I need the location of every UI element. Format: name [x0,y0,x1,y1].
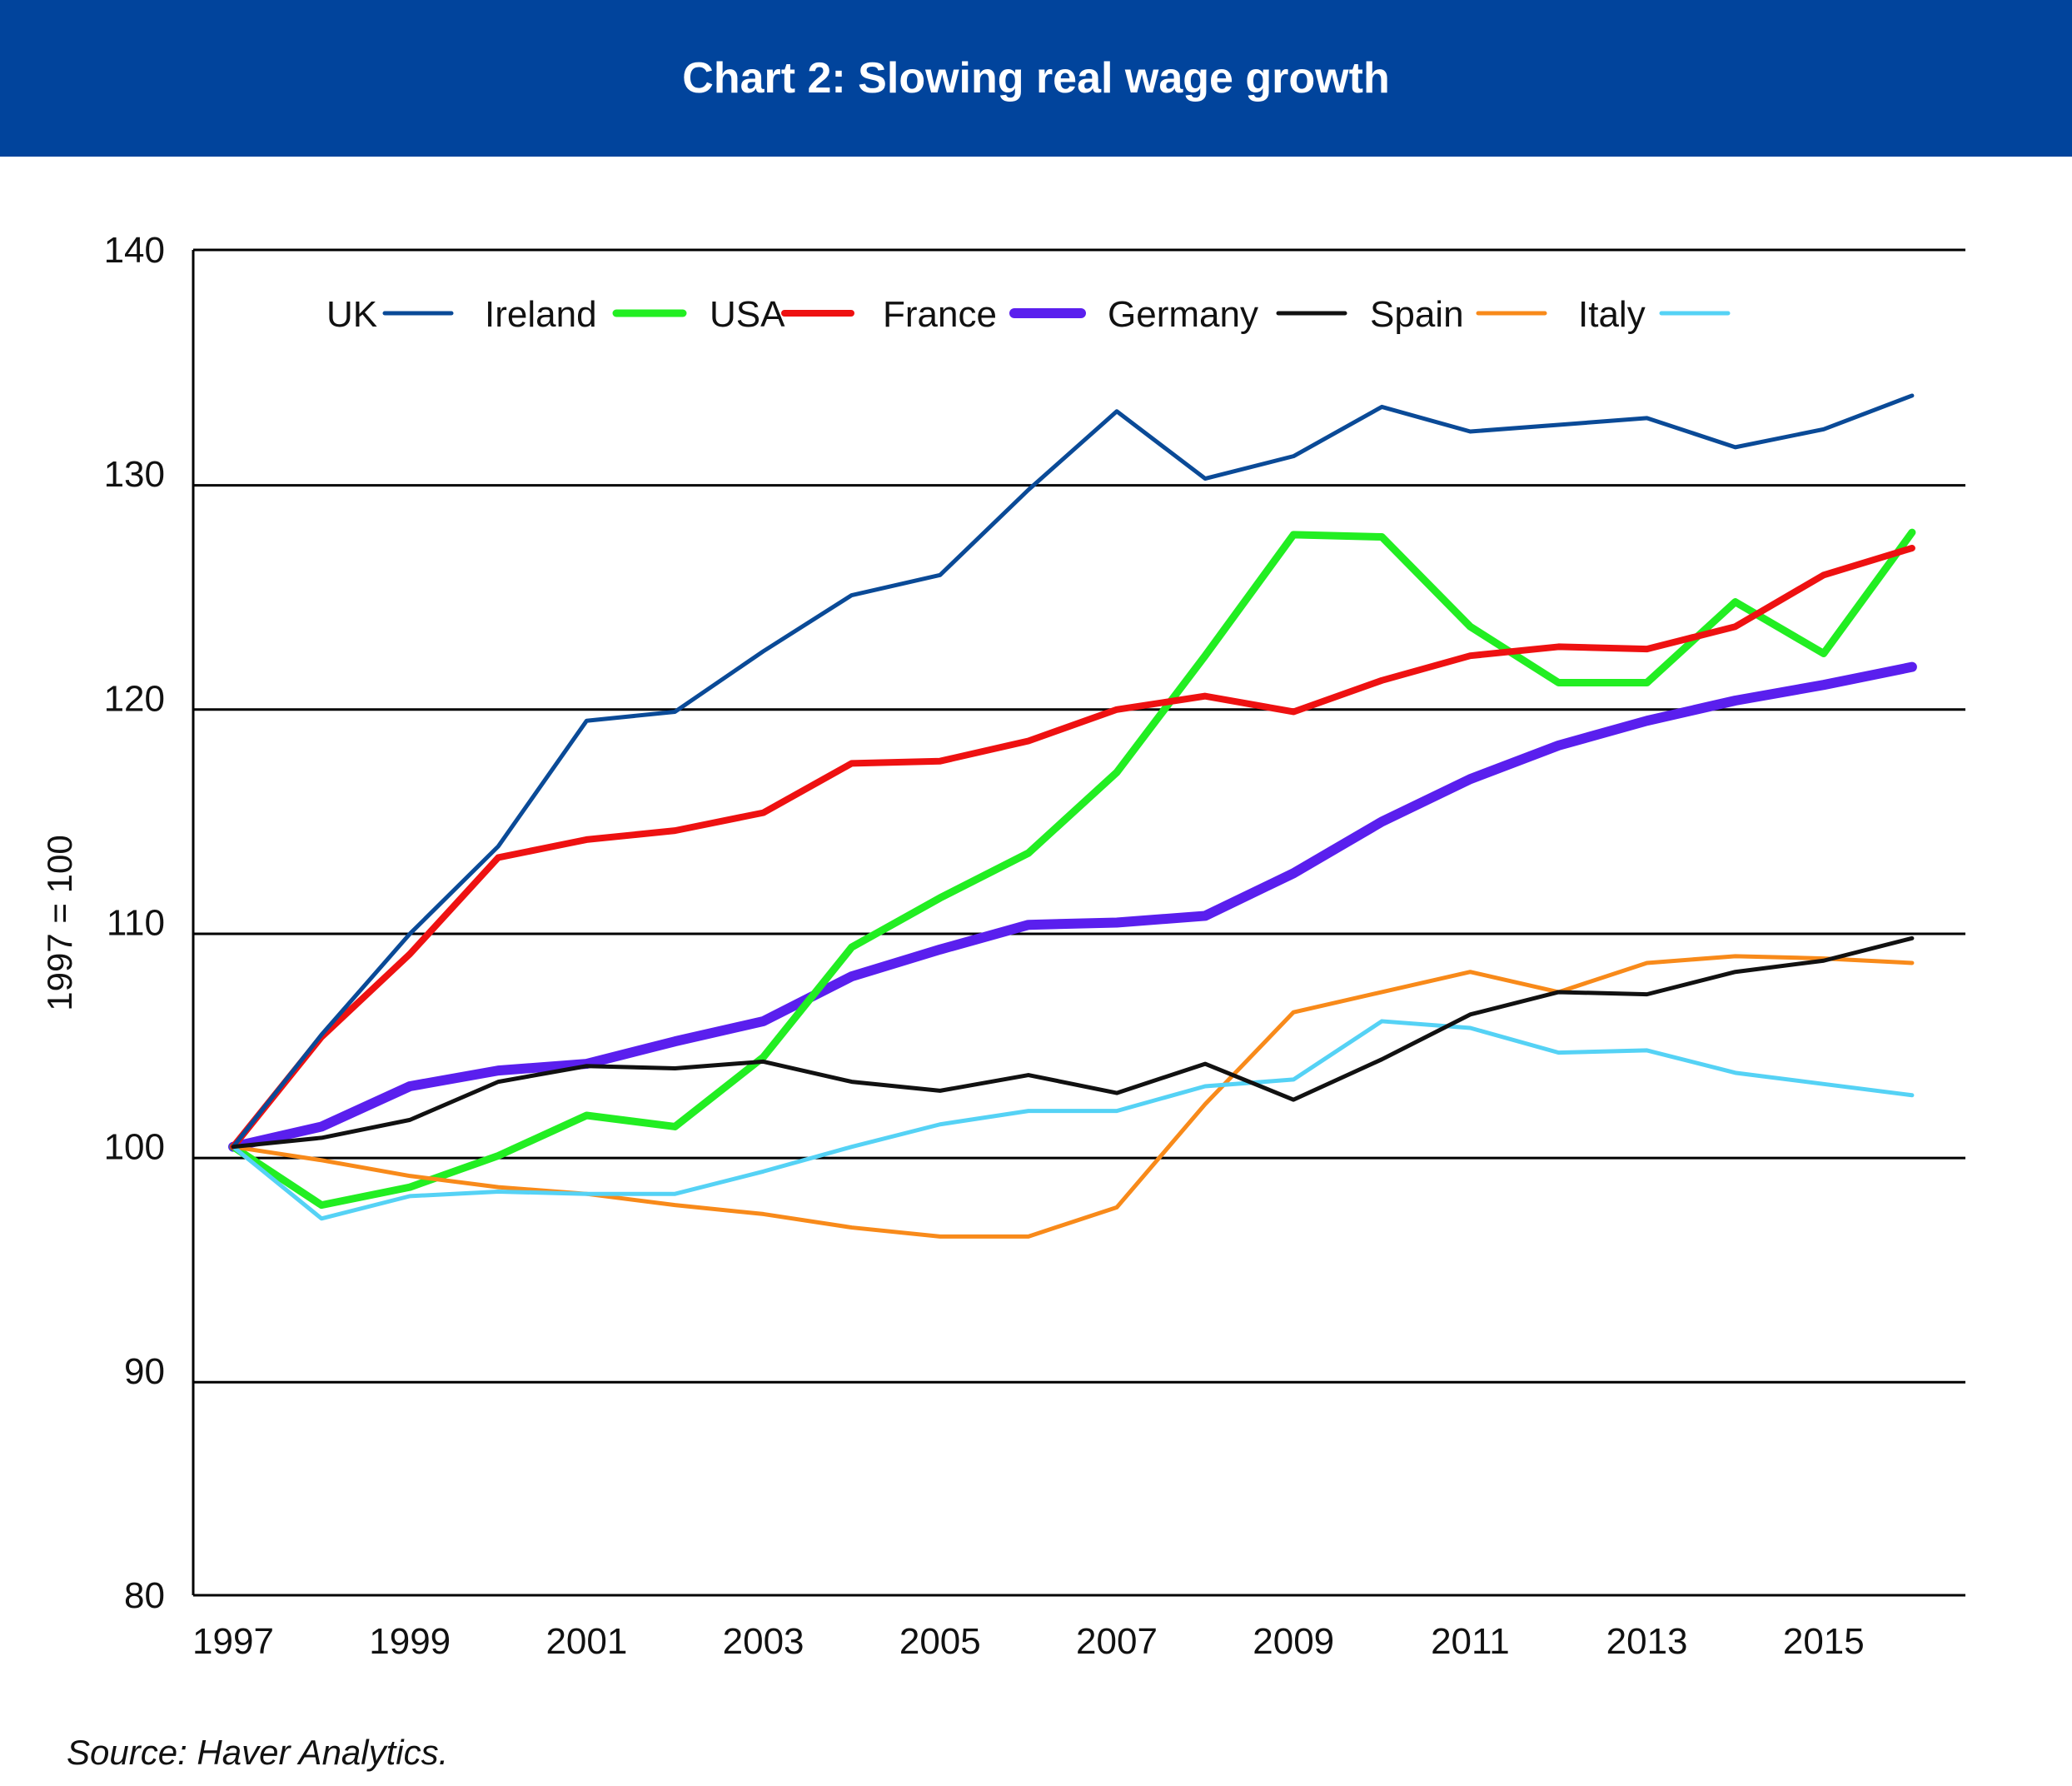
x-tick-label: 1997 [192,1621,274,1662]
x-tick-label: 2007 [1076,1621,1158,1662]
y-tick-label: 100 [104,1127,165,1168]
legend-label-italy: Italy [1578,294,1646,335]
y-tick-label: 90 [124,1351,165,1392]
series-line-germany [231,935,1915,1150]
series-line-italy [231,1019,1915,1221]
legend-label-germany: Germany [1108,294,1258,335]
x-tick-label: 2005 [899,1621,981,1662]
y-tick-label: 120 [104,678,165,719]
x-tick-label: 2015 [1783,1621,1865,1662]
y-tick-label: 80 [124,1575,165,1616]
y-tick-label: 130 [104,454,165,495]
legend-label-uk: UK [326,294,377,335]
legend-label-ireland: Ireland [485,294,597,335]
legend-label-usa: USA [710,294,785,335]
y-axis-label: 1997 = 100 [40,835,79,1011]
series-line-uk [231,393,1915,1150]
y-tick-label: 140 [104,230,165,271]
x-tick-label: 2001 [545,1621,627,1662]
chart-title: Chart 2: Slowing real wage growth [682,54,1390,102]
series-line-ireland [229,528,1916,1210]
legend-label-spain: Spain [1370,294,1464,335]
source-note: Source: Haver Analytics. [67,1733,449,1772]
series-line-usa [230,544,1915,1150]
x-tick-label: 1999 [369,1621,451,1662]
x-tick-label: 2011 [1431,1621,1510,1662]
series-line-spain [231,954,1915,1239]
legend-label-france: France [883,294,997,335]
chart-header: Chart 2: Slowing real wage growth [0,0,2072,157]
x-tick-label: 2013 [1606,1621,1688,1662]
y-tick-label: 110 [107,903,165,944]
x-tick-label: 2003 [723,1621,804,1662]
x-tick-label: 2009 [1253,1621,1334,1662]
series-line-france [228,661,1917,1152]
